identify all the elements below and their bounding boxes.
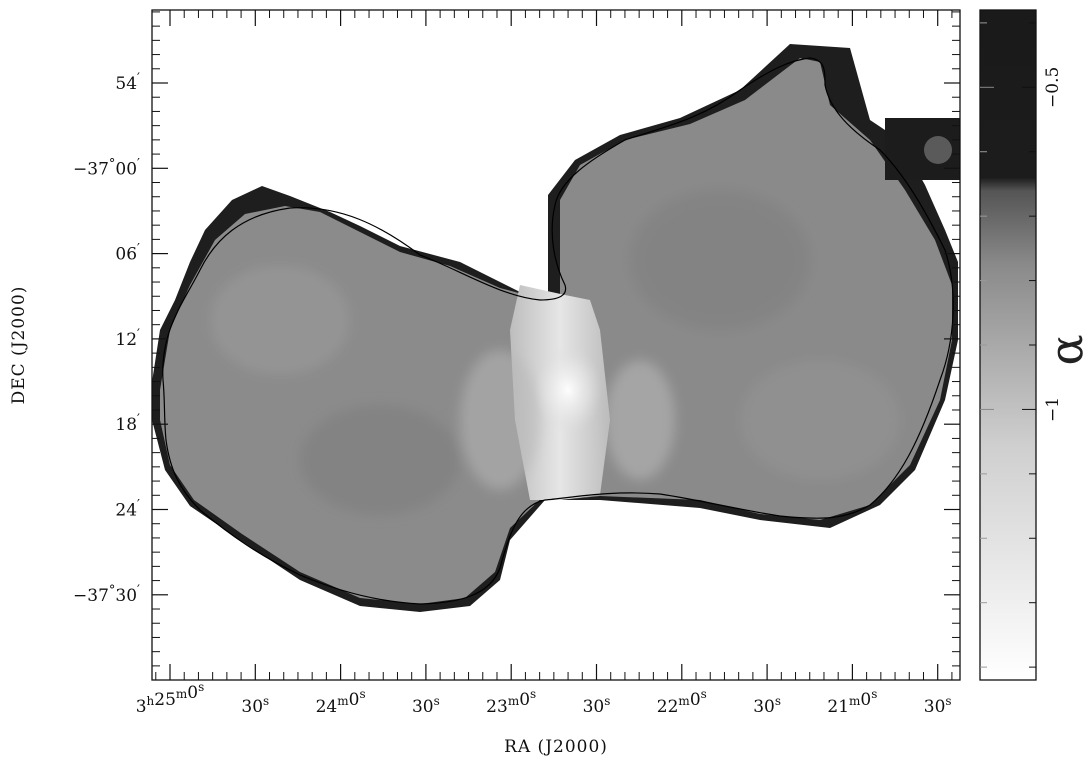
x-tick-label: 30s (241, 694, 269, 717)
x-tick-label: 3h25m0s (136, 680, 205, 717)
y-tick-label: 18′ (115, 412, 140, 435)
y-tick-label: −37°30′ (73, 583, 140, 606)
x-tick-label: 30s (412, 694, 440, 717)
y-tick-label: 24′ (115, 498, 140, 521)
y-axis-title: DEC (J2000) (9, 286, 29, 405)
x-tick-label: 21m0s (827, 687, 877, 717)
y-tick-label: 06′ (115, 242, 140, 265)
x-tick-label: 30s (924, 694, 952, 717)
texture-blob (630, 190, 810, 330)
x-tick-label: 30s (583, 694, 611, 717)
x-tick-label: 30s (753, 694, 781, 717)
x-tick-label: 23m0s (486, 687, 536, 717)
y-axis-ticks: 54′ −37°00′ 06′ 12′ 18′ 24′ −37°30′ (73, 11, 960, 667)
x-axis-title: RA (J2000) (504, 737, 608, 757)
plot-frame (151, 9, 961, 681)
y-tick-label: 54′ (115, 71, 140, 94)
x-tick-label: 24m0s (316, 687, 366, 717)
central-bright-spot (534, 346, 602, 434)
colorbar-tick-label: −1 (1043, 397, 1063, 422)
texture-blob (460, 350, 540, 490)
texture-blob (605, 360, 675, 480)
contour-line (162, 57, 954, 605)
texture-blob (210, 265, 350, 375)
texture-blob (740, 360, 900, 480)
colorbar-tick-label: −0.5 (1043, 67, 1063, 108)
colorbar: −0.5 −1 α (979, 9, 1090, 681)
colorbar-ticks: −0.5 −1 (980, 22, 1063, 668)
edge-source-core (924, 136, 952, 164)
colorbar-gradient (979, 9, 1037, 681)
y-tick-label: 12′ (115, 327, 140, 350)
texture-blob (300, 405, 460, 515)
x-axis-ticks: 3h25m0s 30s 24m0s 30s 23m0s 30s 22m0s 30s 21m0s 3… (136, 10, 953, 717)
colorbar-label: α (1039, 334, 1090, 365)
x-tick-label: 22m0s (657, 687, 707, 717)
y-tick-label: −37°00′ (73, 156, 140, 179)
alpha-image (152, 44, 960, 612)
